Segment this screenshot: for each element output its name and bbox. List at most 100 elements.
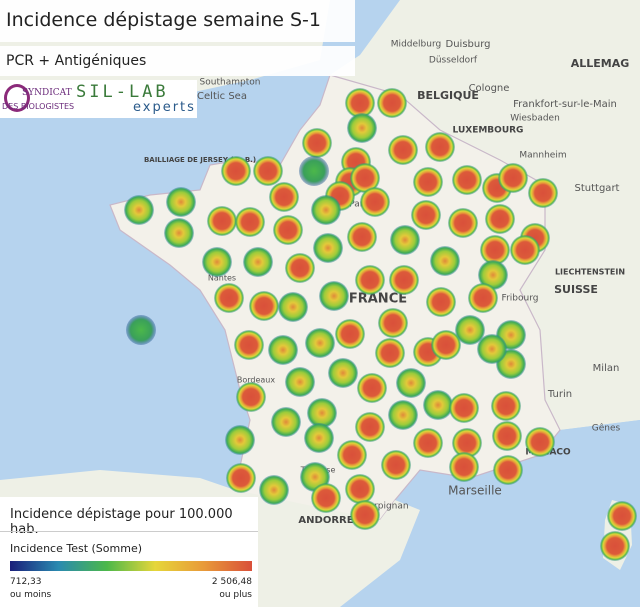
heat-spot (350, 163, 380, 193)
heat-spot (285, 253, 315, 283)
heat-spot (164, 218, 194, 248)
heat-spot (278, 292, 308, 322)
place-label: Düsseldorf (429, 56, 478, 66)
heat-spot (225, 425, 255, 455)
heat-spot (249, 291, 279, 321)
place-label: Fribourg (502, 294, 539, 304)
heat-spot (485, 204, 515, 234)
place-label: Duisburg (446, 39, 491, 50)
place-label: Turin (547, 389, 572, 400)
title-panel: Incidence dépistage semaine S-1 (0, 0, 355, 42)
heat-spot (234, 330, 264, 360)
heat-spot (381, 450, 411, 480)
heat-spot (378, 308, 408, 338)
heat-spot (347, 222, 377, 252)
place-label: Paris (349, 200, 371, 210)
heat-spot (304, 423, 334, 453)
heat-spot (299, 156, 329, 186)
heat-spot (347, 113, 377, 143)
heat-spot (375, 338, 405, 368)
place-label: Perpignan (363, 502, 408, 512)
heat-spot (493, 455, 523, 485)
heat-spot (259, 475, 289, 505)
heat-spot (273, 215, 303, 245)
heat-spot (337, 440, 367, 470)
heat-spot (202, 247, 232, 277)
place-label: Wiesbaden (510, 114, 560, 124)
place-label: BELGIQUE (417, 89, 479, 102)
heat-spot (413, 428, 443, 458)
heat-spot (311, 195, 341, 225)
legend-min-note: ou moins (10, 590, 52, 600)
heat-spot (388, 135, 418, 165)
heat-spot (491, 391, 521, 421)
place-label: FRANCE (349, 292, 407, 307)
heat-spot (357, 373, 387, 403)
heat-spot (350, 500, 380, 530)
logo-text: SYNDICAT (22, 88, 72, 98)
heat-spot (221, 156, 251, 186)
subtitle-panel: PCR + Antigéniques (0, 46, 355, 76)
heat-spot (236, 382, 266, 412)
logo-icon (4, 84, 30, 112)
heat-spot (305, 328, 335, 358)
heat-spot (413, 167, 443, 197)
heat-spot (268, 335, 298, 365)
heat-spot (226, 463, 256, 493)
heat-spot (492, 421, 522, 451)
heat-spot (313, 233, 343, 263)
heat-spot (426, 287, 456, 317)
heat-spot (498, 163, 528, 193)
heat-spot (285, 367, 315, 397)
heat-spot (480, 235, 510, 265)
place-label: Nantes (208, 274, 236, 283)
place-label: Southampton (200, 78, 261, 88)
place-label: LIECHTENSTEIN (555, 268, 625, 277)
heat-spot (126, 315, 156, 345)
place-label: BAILLIAGE DE JERSEY (G.-B.) (144, 156, 256, 164)
heat-spot (328, 358, 358, 388)
heat-spot (311, 483, 341, 513)
heat-spot (388, 400, 418, 430)
heat-spot (449, 452, 479, 482)
heat-spot (319, 281, 349, 311)
heat-spot (430, 246, 460, 276)
heat-spot (269, 182, 299, 212)
heat-spot (307, 398, 337, 428)
logo-text: SIL-LAB (76, 82, 169, 102)
legend-min: 712,33 (10, 577, 42, 587)
heat-spot (396, 368, 426, 398)
heat-spot (452, 165, 482, 195)
heat-spot (448, 208, 478, 238)
heat-spot (423, 390, 453, 420)
heat-spot (528, 178, 558, 208)
heat-spot (345, 88, 375, 118)
heat-spot (478, 260, 508, 290)
heat-spot (345, 474, 375, 504)
legend-title: Incidence dépistage pour 100.000 hab. (10, 507, 233, 537)
heat-spot (360, 187, 390, 217)
subtitle: PCR + Antigéniques (6, 53, 147, 69)
heat-spot (377, 88, 407, 118)
legend-max: 2 506,48 (211, 577, 252, 587)
title: Incidence dépistage semaine S-1 (6, 9, 322, 31)
place-label: Middelburg (391, 40, 441, 50)
legend: Incidence dépistage pour 100.000 hab. In… (0, 497, 258, 607)
place-label: Mannheim (519, 151, 566, 161)
place-label: SUISSE (554, 283, 598, 296)
heat-spot (335, 319, 365, 349)
heat-spot (207, 206, 237, 236)
heat-spot (468, 283, 498, 313)
heat-spot (166, 187, 196, 217)
logo-text: DES BIOLOGISTES (2, 102, 75, 111)
place-label: Stuttgart (575, 183, 620, 194)
heat-spot (449, 393, 479, 423)
heat-spot (302, 128, 332, 158)
logo-panel: SYNDICAT DES BIOLOGISTES SIL-LAB experts (0, 80, 197, 118)
heat-spot (271, 407, 301, 437)
heat-spot (235, 207, 265, 237)
heat-spot (253, 156, 283, 186)
place-label: Celtic Sea (197, 91, 247, 102)
